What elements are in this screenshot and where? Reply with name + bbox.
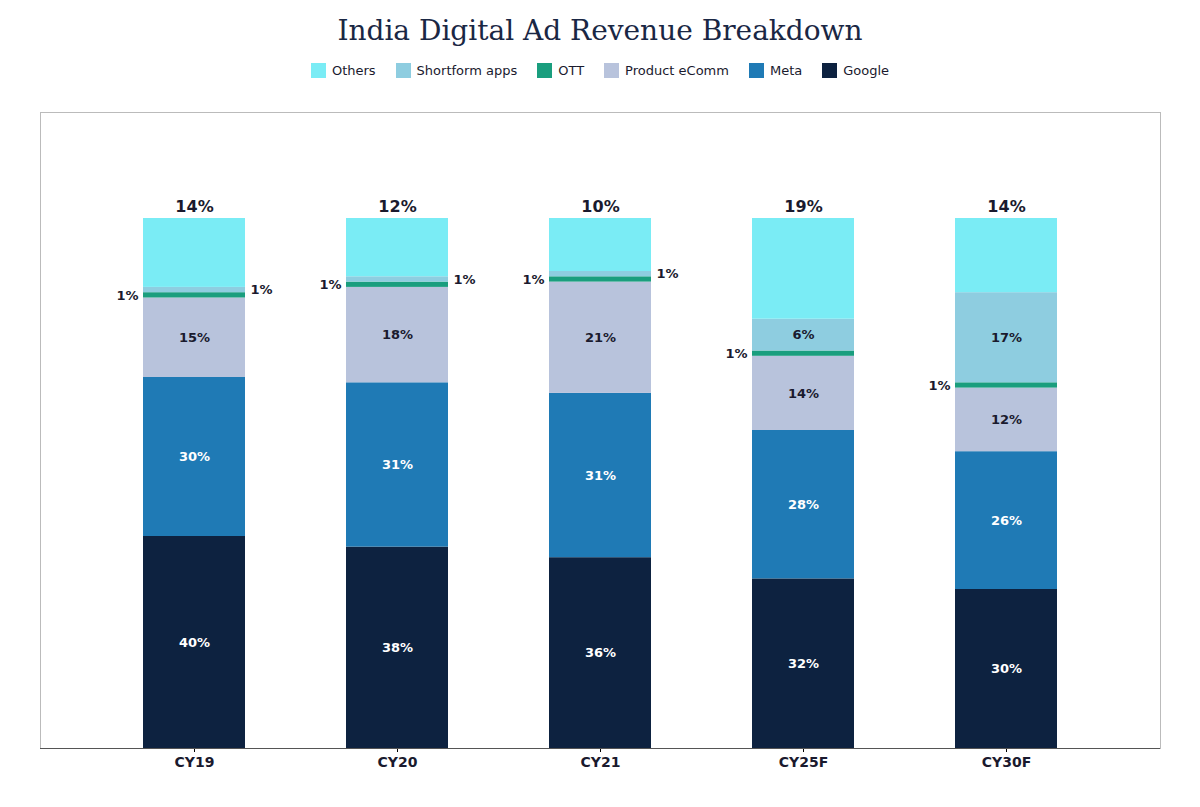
html-text:Google: Google xyxy=(843,62,890,78)
svg-text:1%: 1% xyxy=(656,266,678,281)
svg-text:14%: 14% xyxy=(788,386,819,401)
svg-text:31%: 31% xyxy=(382,457,413,472)
svg-text:CY20: CY20 xyxy=(378,754,418,770)
svg-text:1%: 1% xyxy=(453,272,475,287)
svg-text:12%: 12% xyxy=(378,197,416,216)
html-text:Product eComm: Product eComm xyxy=(625,62,729,78)
svg-text:6%: 6% xyxy=(792,327,814,342)
svg-text:14%: 14% xyxy=(175,197,213,216)
svg-text:31%: 31% xyxy=(585,468,616,483)
svg-text:CY25F: CY25F xyxy=(779,754,828,770)
svg-text:10%: 10% xyxy=(581,197,619,216)
svg-text:CY21: CY21 xyxy=(581,754,621,770)
svg-text:28%: 28% xyxy=(788,497,819,512)
svg-text:38%: 38% xyxy=(382,640,413,655)
svg-text:1%: 1% xyxy=(320,277,342,292)
svg-text:CY30F: CY30F xyxy=(982,754,1031,770)
html-text:Others: Others xyxy=(331,62,376,78)
svg-text:19%: 19% xyxy=(784,197,822,216)
svg-text:40%: 40% xyxy=(179,635,210,650)
svg-text:14%: 14% xyxy=(987,197,1025,216)
svg-text:1%: 1% xyxy=(250,282,272,297)
svg-text:15%: 15% xyxy=(179,330,210,345)
svg-text:36%: 36% xyxy=(585,645,616,660)
svg-text:18%: 18% xyxy=(382,327,413,342)
html-text:Meta: Meta xyxy=(769,62,803,78)
svg-text:26%: 26% xyxy=(991,513,1022,528)
svg-text:CY19: CY19 xyxy=(175,754,215,770)
svg-text:30%: 30% xyxy=(179,449,210,464)
svg-text:1%: 1% xyxy=(117,288,139,303)
html-text:Shortform apps: Shortform apps xyxy=(416,62,518,78)
svg-text:32%: 32% xyxy=(788,656,819,671)
svg-text:21%: 21% xyxy=(585,330,616,345)
svg-text:12%: 12% xyxy=(991,412,1022,427)
svg-text:17%: 17% xyxy=(991,330,1022,345)
html-text:OTT: OTT xyxy=(558,62,585,78)
html-text:India Digital Ad Revenue Break: India Digital Ad Revenue Breakdown xyxy=(337,14,863,47)
svg-text:1%: 1% xyxy=(929,378,951,393)
svg-text:1%: 1% xyxy=(726,346,748,361)
svg-text:1%: 1% xyxy=(523,272,545,287)
svg-text:30%: 30% xyxy=(991,661,1022,676)
